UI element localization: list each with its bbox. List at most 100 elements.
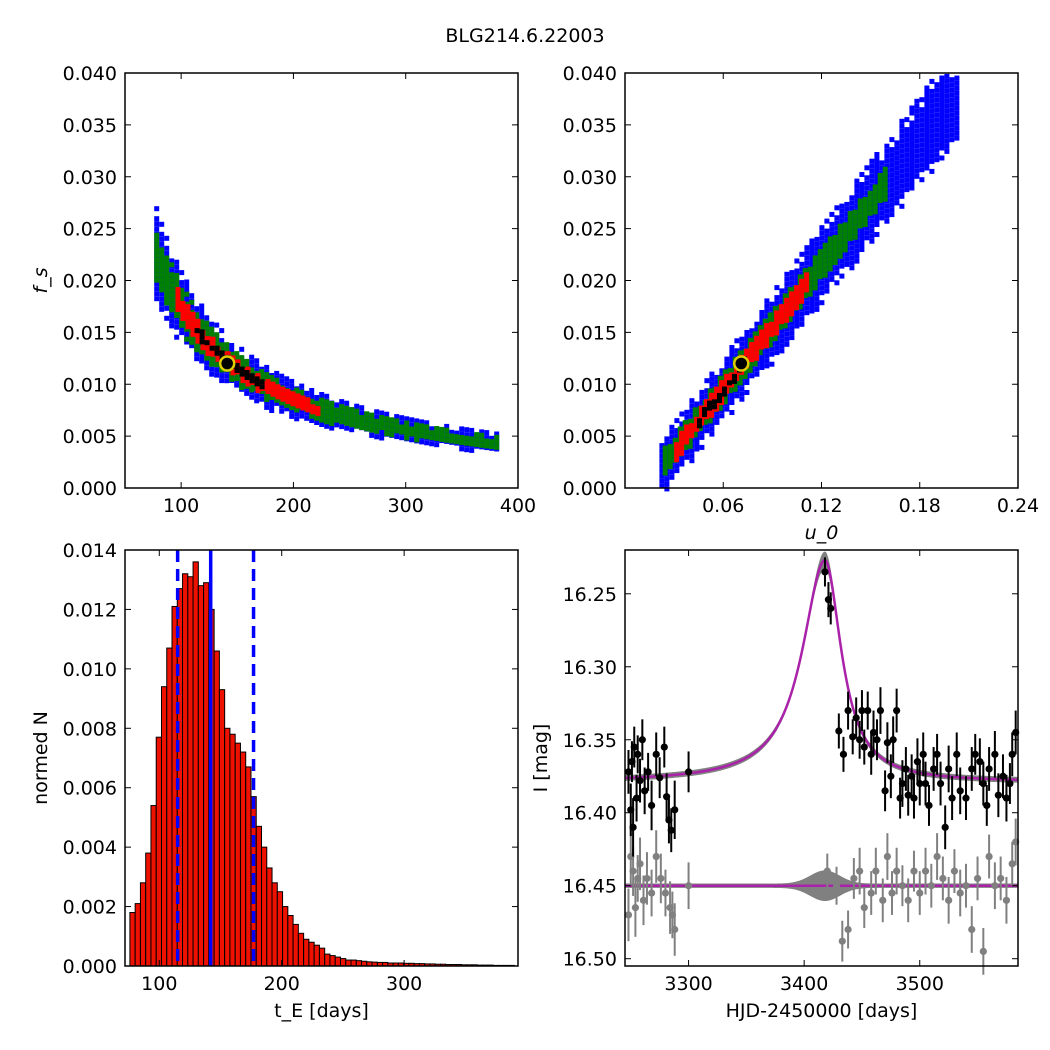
heatmap-cell-1-sigma bbox=[300, 395, 306, 401]
heatmap-cell-1-sigma bbox=[709, 412, 715, 418]
x-axis-label: HJD-2450000 [days] bbox=[726, 1000, 918, 1022]
y-tick-label: 0.015 bbox=[563, 322, 617, 344]
heatmap-cell-3-sigma bbox=[919, 157, 925, 163]
heatmap-cell-3-sigma bbox=[729, 345, 735, 350]
heatmap-cell-2-sigma bbox=[159, 272, 165, 278]
histogram-bar bbox=[297, 932, 305, 967]
heatmap-cell-3-sigma bbox=[854, 248, 860, 254]
heatmap-cell-2-sigma bbox=[189, 334, 195, 340]
heatmap-cell-3-sigma bbox=[674, 428, 680, 434]
heatmap-cell-3-sigma bbox=[939, 135, 945, 141]
histogram-bar bbox=[318, 947, 326, 967]
heatmap-cell-3-sigma bbox=[394, 434, 400, 440]
heatmap-cell-3-sigma bbox=[854, 258, 860, 264]
heatmap-cell-3-sigma bbox=[944, 88, 950, 94]
heatmap-cell-3-sigma bbox=[829, 226, 835, 232]
heatmap-cell-2-sigma bbox=[414, 432, 420, 438]
y-tick-label: 16.45 bbox=[563, 876, 617, 898]
heatmap-cell-3-sigma bbox=[904, 157, 910, 163]
heatmap-cell-2-sigma bbox=[359, 415, 365, 420]
heatmap-cell-best bbox=[702, 412, 707, 417]
heatmap-cell-3-sigma bbox=[934, 102, 940, 108]
residual-point bbox=[832, 882, 841, 890]
heatmap-cell-3-sigma bbox=[779, 328, 785, 334]
heatmap-cell-3-sigma bbox=[849, 200, 855, 206]
heatmap-cell-3-sigma bbox=[944, 123, 950, 129]
heatmap-cell-2-sigma bbox=[707, 388, 713, 394]
heatmap-cell-3-sigma bbox=[344, 425, 350, 431]
heatmap-cell-3-sigma bbox=[174, 319, 180, 325]
heatmap-cell-3-sigma bbox=[829, 231, 835, 237]
heatmap-cell-3-sigma bbox=[259, 391, 265, 397]
heatmap-cell-1-sigma bbox=[175, 302, 181, 307]
heatmap-cell-2-sigma bbox=[154, 242, 160, 248]
residual-point bbox=[856, 867, 864, 875]
heatmap-cell-2-sigma bbox=[394, 423, 400, 429]
heatmap-cell-3-sigma bbox=[344, 400, 350, 406]
y-tick-label: 0.030 bbox=[63, 167, 117, 189]
heatmap-cell-3-sigma bbox=[489, 435, 495, 441]
best-fit-marker bbox=[218, 355, 236, 372]
heatmap-cell-2-sigma bbox=[284, 402, 290, 408]
heatmap-cell-3-sigma bbox=[824, 238, 830, 244]
heatmap-cell-3-sigma bbox=[864, 165, 870, 171]
heatmap-cell-2-sigma bbox=[842, 227, 848, 233]
heatmap-cell-2-sigma bbox=[857, 198, 863, 204]
heatmap-cell-2-sigma bbox=[214, 337, 220, 343]
heatmap-cell-3-sigma bbox=[704, 428, 710, 434]
heatmap-cell-3-sigma bbox=[404, 416, 410, 422]
heatmap-cell-2-sigma bbox=[154, 267, 160, 273]
heatmap-cell-1-sigma bbox=[794, 290, 800, 296]
heatmap-cell-3-sigma bbox=[254, 398, 260, 404]
heatmap-cell-1-sigma bbox=[684, 439, 690, 445]
heatmap-cell-3-sigma bbox=[459, 426, 465, 432]
heatmap-cell-2-sigma bbox=[782, 323, 788, 329]
heatmap-cell-3-sigma bbox=[729, 365, 735, 370]
x-tick-label: 3300 bbox=[664, 973, 712, 995]
heatmap-cell-3-sigma bbox=[909, 120, 915, 126]
heatmap-cell-2-sigma bbox=[344, 405, 350, 411]
heatmap-cell-1-sigma bbox=[714, 391, 720, 397]
residual-point bbox=[916, 889, 924, 897]
heatmap-cell-3-sigma bbox=[894, 160, 900, 166]
heatmap-cell-3-sigma bbox=[204, 365, 210, 371]
histogram-bar bbox=[329, 955, 336, 967]
heatmap-cell-1-sigma bbox=[764, 328, 770, 334]
heatmap-cell-2-sigma bbox=[399, 424, 405, 430]
heatmap-cell-3-sigma bbox=[659, 448, 665, 454]
heatmap-cell-1-sigma bbox=[689, 428, 695, 434]
data-point bbox=[898, 779, 907, 788]
heatmap-cell-2-sigma bbox=[249, 387, 255, 393]
heatmap-cell-1-sigma bbox=[719, 380, 725, 386]
heatmap-cell-1-sigma bbox=[240, 378, 246, 384]
heatmap-cell-1-sigma bbox=[185, 304, 191, 310]
heatmap-cell-1-sigma bbox=[674, 447, 680, 453]
heatmap-cell-2-sigma bbox=[194, 347, 200, 353]
heatmap-cell-2-sigma bbox=[204, 320, 210, 326]
heatmap-cell-1-sigma bbox=[185, 309, 191, 315]
heatmap-cell-2-sigma bbox=[299, 389, 305, 395]
heatmap-cell-best bbox=[254, 381, 260, 387]
residual-point bbox=[927, 882, 935, 890]
heatmap-cell-best bbox=[234, 362, 240, 368]
heatmap-cell-2-sigma bbox=[479, 432, 485, 438]
heatmap-cell-1-sigma bbox=[280, 391, 286, 397]
heatmap-cell-3-sigma bbox=[919, 162, 925, 168]
heatmap-cell-2-sigma bbox=[244, 358, 250, 364]
heatmap-cell-3-sigma bbox=[919, 167, 925, 173]
heatmap-cell-2-sigma bbox=[872, 184, 878, 190]
heatmap-cell-1-sigma bbox=[799, 278, 805, 284]
heatmap-cell-3-sigma bbox=[909, 185, 915, 191]
heatmap-cell-3-sigma bbox=[784, 326, 790, 332]
heatmap-cell-3-sigma bbox=[864, 230, 870, 236]
heatmap-cell-3-sigma bbox=[769, 306, 775, 312]
data-point bbox=[644, 768, 652, 776]
heatmap-cell-3-sigma bbox=[449, 429, 455, 435]
heatmap-cell-3-sigma bbox=[934, 152, 940, 158]
heatmap-cell-1-sigma bbox=[699, 410, 705, 416]
heatmap-cell-1-sigma bbox=[674, 457, 680, 463]
heatmap-cell-3-sigma bbox=[659, 463, 665, 469]
heatmap-cell-2-sigma bbox=[857, 208, 863, 214]
heatmap-cell-2-sigma bbox=[722, 369, 728, 375]
heatmap-cell-3-sigma bbox=[829, 221, 835, 227]
